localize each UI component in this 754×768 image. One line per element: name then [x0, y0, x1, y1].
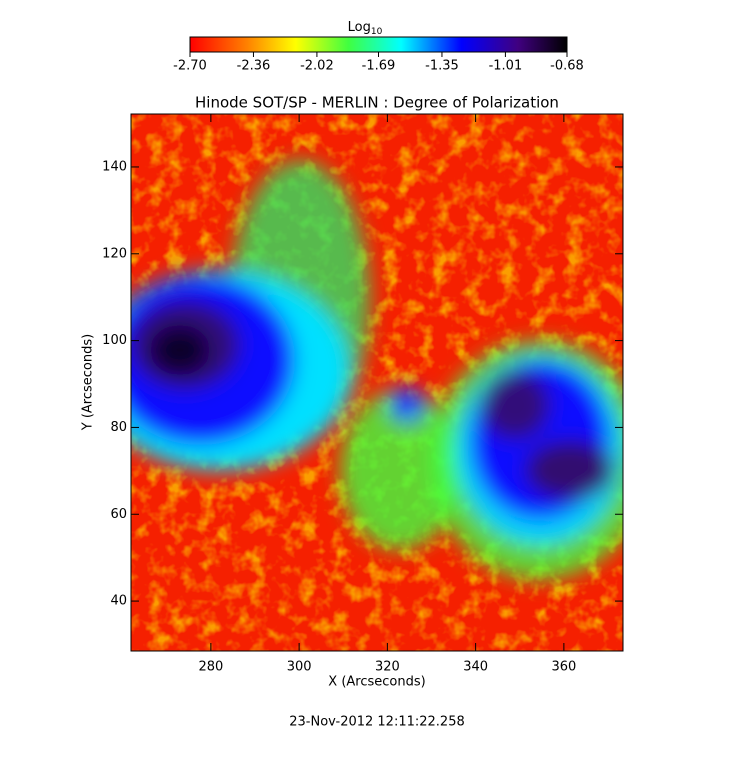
plot-frame	[130, 113, 624, 652]
colorbar-tick-label: -1.01	[489, 59, 523, 74]
y-tick-label: 120	[102, 246, 127, 261]
y-tick-label: 60	[110, 507, 127, 522]
x-tick-label: 320	[375, 660, 400, 675]
y-tick-label: 80	[110, 420, 127, 435]
y-tick-label: 140	[102, 159, 127, 174]
colorbar-tick-label: -0.68	[550, 59, 584, 74]
colorbar-label-sub: 10	[371, 27, 383, 37]
colorbar-label: Log10	[348, 20, 383, 37]
colorbar-tick-label: -1.35	[425, 59, 459, 74]
x-tick-label: 360	[551, 660, 576, 675]
y-axis-label: Y (Arcseconds)	[81, 334, 96, 431]
x-tick-label: 300	[287, 660, 312, 675]
colorbar-tick-label: -2.36	[237, 59, 271, 74]
y-tick-label: 100	[102, 333, 127, 348]
x-tick-label: 280	[198, 660, 223, 675]
chart-title: Hinode SOT/SP - MERLIN : Degree of Polar…	[195, 94, 559, 112]
footer-timestamp: 23-Nov-2012 12:11:22.258	[289, 715, 465, 730]
y-tick-label: 40	[110, 594, 127, 609]
x-axis-label: X (Arcseconds)	[328, 675, 425, 690]
colorbar-tick-label: -1.69	[362, 59, 396, 74]
colorbar	[189, 36, 568, 53]
colorbar-tick-label: -2.02	[300, 59, 334, 74]
colorbar-label-text: Log	[348, 20, 371, 35]
colorbar-tick-label: -2.70	[173, 59, 207, 74]
polarization-map	[131, 114, 623, 651]
x-tick-label: 340	[463, 660, 488, 675]
